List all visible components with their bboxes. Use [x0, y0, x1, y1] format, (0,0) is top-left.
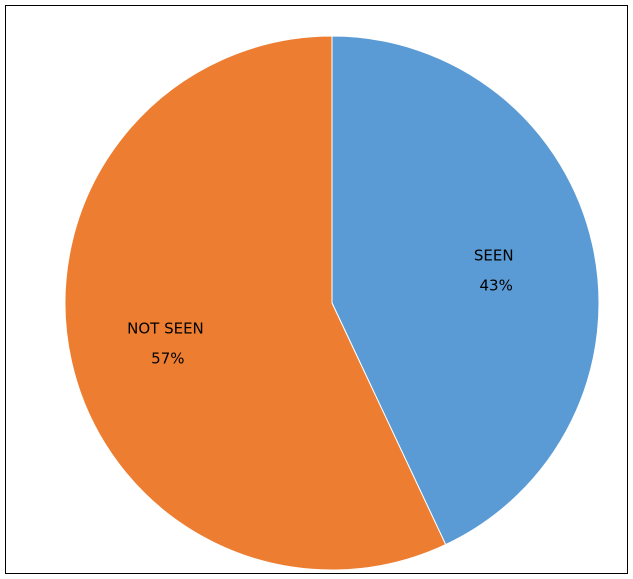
slice-label-seen-name: SEEN — [474, 246, 514, 264]
slice-label-seen-percent: 43% — [479, 276, 512, 294]
slice-label-seen: SEEN 43% — [474, 246, 518, 294]
pie-slices — [64, 35, 600, 571]
slice-label-not-seen-percent: 57% — [151, 350, 184, 368]
pie-slice-seen — [331, 35, 600, 546]
slice-label-not-seen-name: NOT SEEN — [127, 320, 204, 338]
pie-slice-not-seen — [64, 35, 447, 571]
slice-label-not-seen: NOT SEEN 57% — [127, 320, 208, 368]
pie-labels: SEEN 43% NOT SEEN 57% — [127, 246, 518, 368]
